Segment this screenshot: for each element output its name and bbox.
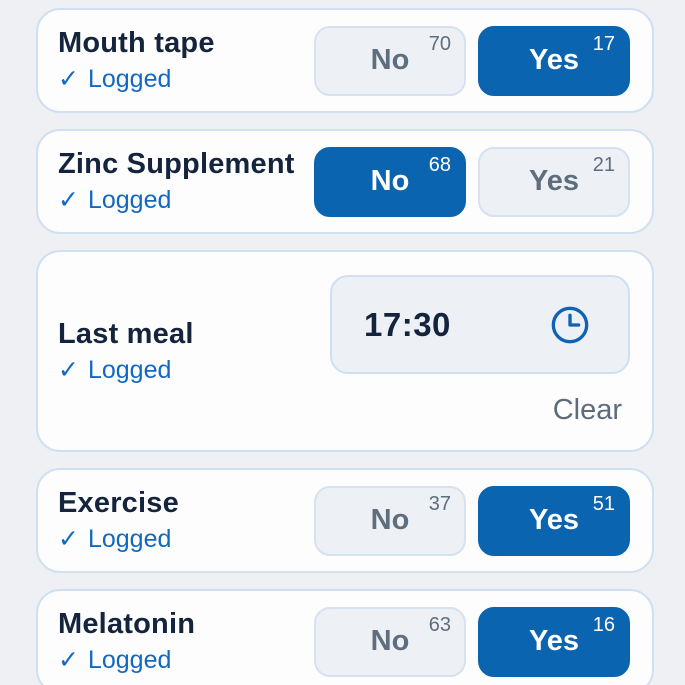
yes-label: Yes [529,625,579,657]
yes-count: 21 [592,153,615,176]
time-value: 17:30 [364,305,451,343]
no-button[interactable]: 37 No [314,485,466,556]
check-icon: ✓ [58,525,79,553]
logged-status: ✓ Logged [58,186,295,215]
check-icon: ✓ [58,355,79,384]
card-info: Mouth tape ✓ Logged [58,27,215,94]
yes-button[interactable]: 17 Yes [478,25,630,96]
no-count: 68 [428,153,451,176]
logged-label: Logged [87,186,172,214]
yes-count: 17 [592,32,615,55]
yes-button[interactable]: 16 Yes [478,606,630,677]
yes-no-choices: 63 No 16 Yes [314,606,630,677]
logged-status: ✓ Logged [58,525,179,554]
yes-count: 16 [592,613,615,636]
yes-button[interactable]: 51 Yes [478,485,630,556]
card-zinc-supplement: Zinc Supplement ✓ Logged 68 No 21 Yes [36,129,654,234]
yes-count: 51 [592,492,615,515]
no-label: No [370,504,410,536]
card-last-meal: Last meal ✓ Logged 17:30 Clear [36,250,654,452]
card-title: Zinc Supplement [58,148,295,180]
card-title: Melatonin [58,608,196,640]
card-info: Zinc Supplement ✓ Logged [58,148,295,215]
clear-button[interactable]: Clear [552,394,622,426]
card-info: Last meal ✓ Logged [58,318,194,385]
card-exercise: Exercise ✓ Logged 37 No 51 Yes [36,468,654,573]
yes-label: Yes [529,44,579,76]
logged-label: Logged [87,646,172,674]
time-input[interactable]: 17:30 [330,275,630,374]
no-count: 70 [428,32,451,55]
no-count: 37 [428,492,451,515]
card-info: Exercise ✓ Logged [58,487,179,554]
clock-icon [551,306,589,343]
logged-status: ✓ Logged [58,65,215,94]
check-icon: ✓ [58,646,79,674]
yes-label: Yes [529,504,579,536]
no-count: 63 [428,613,451,636]
yes-button[interactable]: 21 Yes [478,146,630,217]
yes-no-choices: 70 No 17 Yes [314,25,630,96]
logged-status: ✓ Logged [58,356,194,385]
card-info: Melatonin ✓ Logged [58,608,195,675]
card-title: Last meal [58,317,194,350]
card-mouth-tape: Mouth tape ✓ Logged 70 No 17 Yes [36,8,654,113]
card-title: Mouth tape [58,27,215,59]
logged-label: Logged [87,355,172,384]
time-picker-area: 17:30 Clear [330,275,630,427]
yes-no-choices: 37 No 51 Yes [314,485,630,556]
yes-label: Yes [529,165,579,197]
no-label: No [370,165,410,197]
card-title: Exercise [58,487,179,519]
no-button[interactable]: 70 No [314,25,466,96]
logged-status: ✓ Logged [58,646,195,675]
yes-no-choices: 68 No 21 Yes [314,146,630,217]
logged-label: Logged [87,525,172,553]
no-label: No [370,44,410,76]
no-button[interactable]: 68 No [314,146,466,217]
check-icon: ✓ [58,65,79,93]
no-button[interactable]: 63 No [314,606,466,677]
check-icon: ✓ [58,186,79,214]
logged-label: Logged [87,65,172,93]
card-melatonin: Melatonin ✓ Logged 63 No 16 Yes [36,589,654,685]
no-label: No [370,625,410,657]
